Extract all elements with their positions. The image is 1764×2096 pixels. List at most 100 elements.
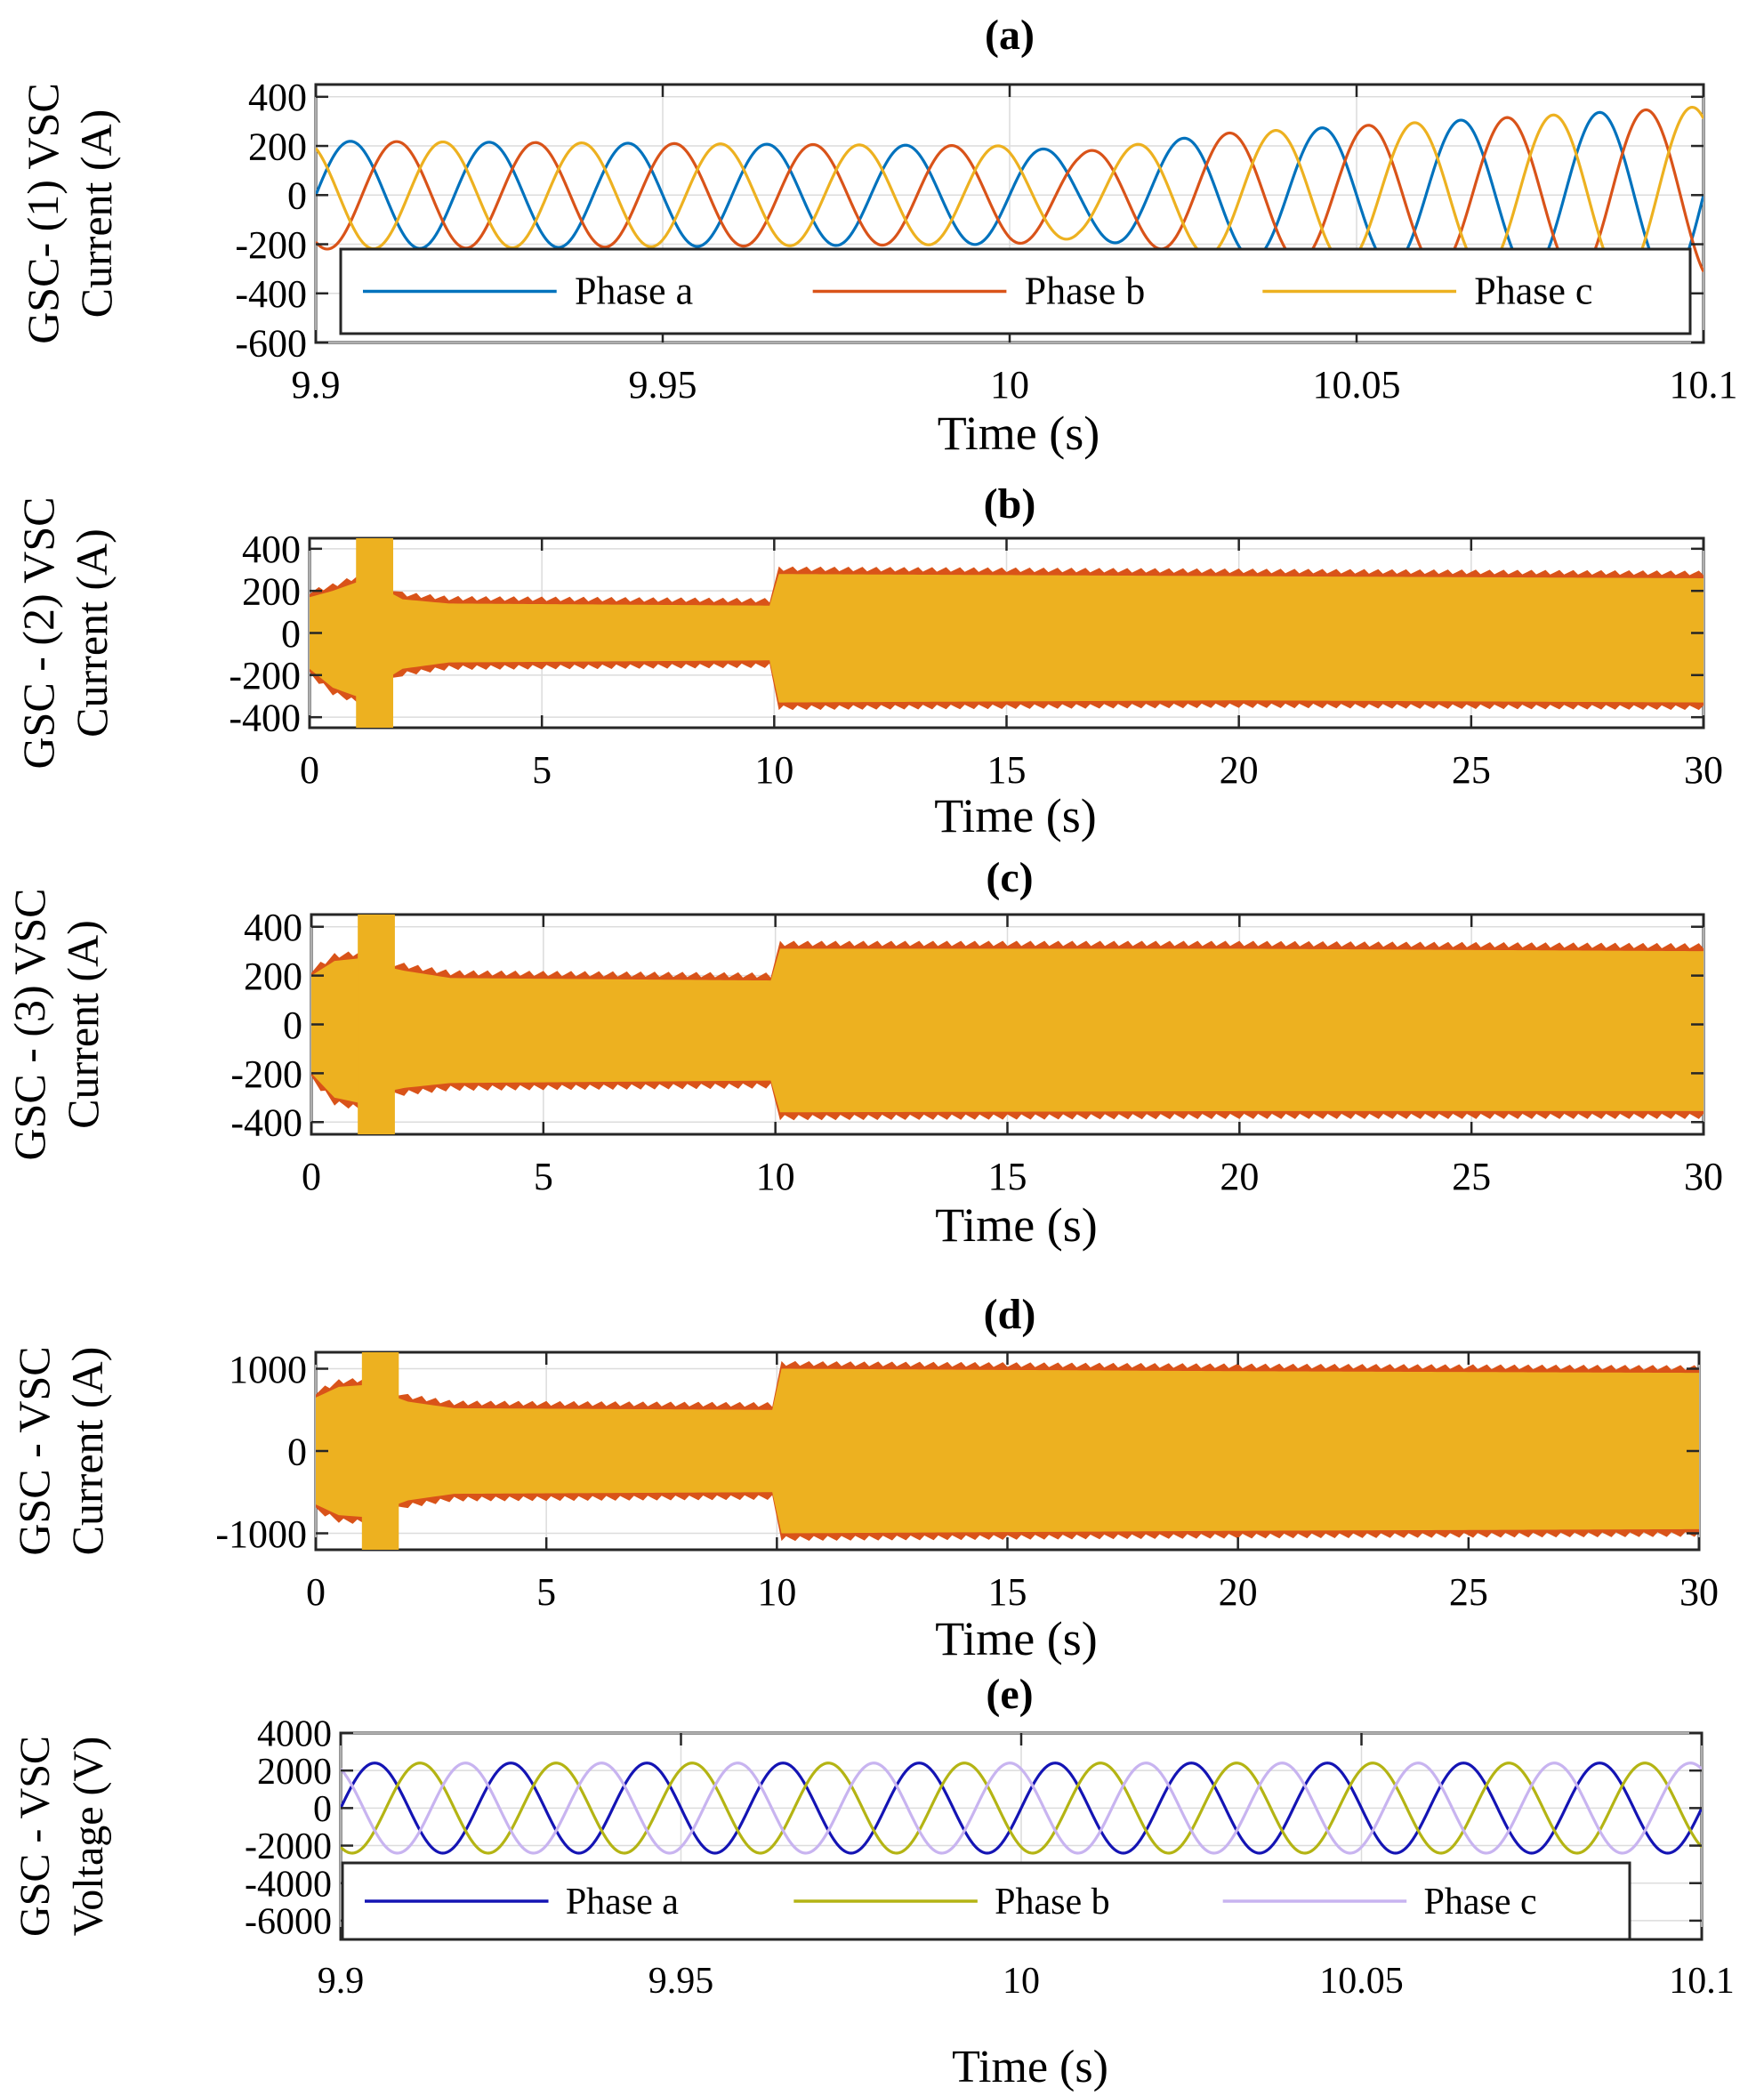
y-tick-label: 200 bbox=[248, 125, 307, 168]
y-tick-label: 1000 bbox=[229, 1348, 307, 1391]
legend-entry: Phase a bbox=[575, 270, 693, 313]
legend-entry: Phase a bbox=[566, 1882, 679, 1923]
x-tick-label: 0 bbox=[306, 1570, 326, 1614]
x-tick-label: 9.9 bbox=[318, 1961, 365, 2002]
x-tick-label: 15 bbox=[988, 1155, 1027, 1198]
legend: Phase a Phase b Phase c bbox=[339, 247, 1692, 335]
traces bbox=[311, 915, 1704, 1134]
y-tick-label: -4000 bbox=[245, 1864, 332, 1905]
x-tick-label: 25 bbox=[1449, 1570, 1488, 1614]
x-tick-label: 10.05 bbox=[1319, 1961, 1404, 2002]
y-axis-label: Current (A) bbox=[71, 109, 121, 318]
x-axis-label: Time (s) bbox=[935, 1198, 1098, 1252]
legend-box bbox=[341, 1861, 1631, 1941]
traces bbox=[310, 538, 1704, 728]
panel-d: (d) 0 5 10 15 20 25 30 1000 0 -1000 Time (s) GSC - V… bbox=[9, 1291, 1719, 1665]
series-line-phase-b bbox=[341, 1761, 1702, 1855]
transient-spike bbox=[358, 915, 395, 1134]
y-tick-label: 0 bbox=[283, 1004, 302, 1047]
x-tick-label: 0 bbox=[302, 1155, 321, 1198]
y-tick-label: 0 bbox=[287, 174, 307, 218]
y-tick-label: 4000 bbox=[257, 1714, 332, 1755]
y-axis-label: GSC - VSC bbox=[9, 1346, 59, 1555]
x-axis-label: Time (s) bbox=[952, 2042, 1108, 2092]
y-axis-label: GSC - (3) VSC bbox=[4, 888, 54, 1160]
traces bbox=[316, 1352, 1699, 1550]
x-tick-label: 10 bbox=[990, 363, 1029, 407]
y-tick-label: -400 bbox=[229, 697, 301, 740]
panel-title: (a) bbox=[985, 12, 1035, 59]
y-tick-label: 400 bbox=[248, 76, 307, 119]
y-axis-label: GSC- (1) VSC bbox=[18, 83, 68, 344]
x-tick-label: 10.1 bbox=[1670, 363, 1738, 407]
x-tick-label: 5 bbox=[532, 748, 552, 792]
x-axis-label: Time (s) bbox=[938, 407, 1100, 460]
x-tick-label: 5 bbox=[534, 1155, 553, 1198]
y-tick-label: 0 bbox=[281, 612, 301, 656]
legend-entry: Phase b bbox=[995, 1882, 1110, 1923]
y-axis-label: Current (A) bbox=[62, 1347, 112, 1556]
x-tick-label: 9.95 bbox=[629, 363, 697, 407]
y-axis-label: Current (A) bbox=[58, 920, 108, 1129]
panel-a: (a) 9.9 9.95 10 10.05 10.1 400 200 0 -200 -400 -600… bbox=[18, 12, 1738, 460]
y-tick-label: -400 bbox=[235, 272, 307, 316]
x-tick-label: 20 bbox=[1220, 1155, 1259, 1198]
x-tick-label: 10 bbox=[1003, 1961, 1040, 2002]
legend: Phase a Phase b Phase c bbox=[341, 1861, 1631, 1941]
x-tick-label: 15 bbox=[987, 748, 1027, 792]
y-axis-label: GSC - (2) VSC bbox=[13, 496, 63, 769]
y-axis-label: Voltage (V) bbox=[65, 1737, 112, 1936]
series-line-phase-a bbox=[341, 1761, 1702, 1855]
x-axis-label: Time (s) bbox=[935, 1612, 1098, 1665]
y-tick-label: 0 bbox=[287, 1430, 307, 1473]
x-tick-label: 20 bbox=[1219, 1570, 1258, 1614]
x-tick-label: 10 bbox=[757, 1570, 796, 1614]
y-tick-label: 0 bbox=[313, 1789, 332, 1830]
transient-spike bbox=[356, 538, 394, 728]
y-tick-label: 400 bbox=[244, 906, 302, 949]
panel-title: (e) bbox=[986, 1671, 1033, 1718]
x-axis-label: Time (s) bbox=[934, 789, 1097, 842]
series-envelope-phase-c bbox=[311, 948, 1704, 1113]
legend-entry: Phase b bbox=[1025, 270, 1146, 313]
y-axis-label: Current (A) bbox=[67, 528, 117, 738]
y-tick-label: -1000 bbox=[215, 1512, 307, 1556]
x-tick-label: 20 bbox=[1220, 748, 1259, 792]
x-tick-label: 15 bbox=[988, 1570, 1027, 1614]
series-line-phase-a bbox=[316, 110, 1704, 284]
x-tick-label: 30 bbox=[1679, 1570, 1719, 1614]
y-tick-label: 2000 bbox=[257, 1752, 332, 1793]
x-tick-label: 10 bbox=[756, 1155, 795, 1198]
traces bbox=[341, 1761, 1702, 1855]
panel-c: (c) 0 5 10 15 20 25 30 400 200 0 -200 -400 Time (s) GS… bbox=[4, 854, 1723, 1252]
x-tick-label: 10.1 bbox=[1669, 1961, 1735, 2002]
series-envelope-phase-c bbox=[310, 574, 1704, 703]
x-tick-label: 10.05 bbox=[1313, 363, 1401, 407]
panel-title: (d) bbox=[984, 1291, 1036, 1338]
y-tick-label: 400 bbox=[242, 528, 301, 571]
x-tick-label: 10 bbox=[754, 748, 793, 792]
legend-entry: Phase c bbox=[1423, 1882, 1536, 1923]
y-tick-label: -2000 bbox=[245, 1826, 332, 1867]
y-tick-label: -200 bbox=[229, 654, 301, 697]
y-tick-label: -200 bbox=[230, 1052, 302, 1096]
y-tick-label: 200 bbox=[242, 570, 301, 614]
series-line-phase-c bbox=[341, 1761, 1702, 1855]
y-tick-label: -200 bbox=[235, 223, 307, 267]
x-tick-label: 0 bbox=[300, 748, 319, 792]
panel-e: (e) 9.9 9.95 10 10.05 10.1 400020000-2000-4000… bbox=[12, 1671, 1735, 2092]
x-tick-label: 9.9 bbox=[292, 363, 341, 407]
y-tick-label: -400 bbox=[230, 1101, 302, 1145]
series-envelope-phase-c bbox=[316, 1368, 1699, 1534]
x-tick-label: 9.95 bbox=[648, 1961, 714, 2002]
x-tick-label: 25 bbox=[1452, 748, 1491, 792]
y-axis-label: GSC - VSC bbox=[12, 1736, 59, 1937]
x-tick-label: 25 bbox=[1452, 1155, 1491, 1198]
x-tick-label: 5 bbox=[536, 1570, 556, 1614]
y-tick-label: -6000 bbox=[245, 1902, 332, 1943]
transient-spike bbox=[361, 1352, 399, 1550]
panel-title: (c) bbox=[986, 854, 1033, 901]
legend-entry: Phase c bbox=[1474, 270, 1592, 313]
